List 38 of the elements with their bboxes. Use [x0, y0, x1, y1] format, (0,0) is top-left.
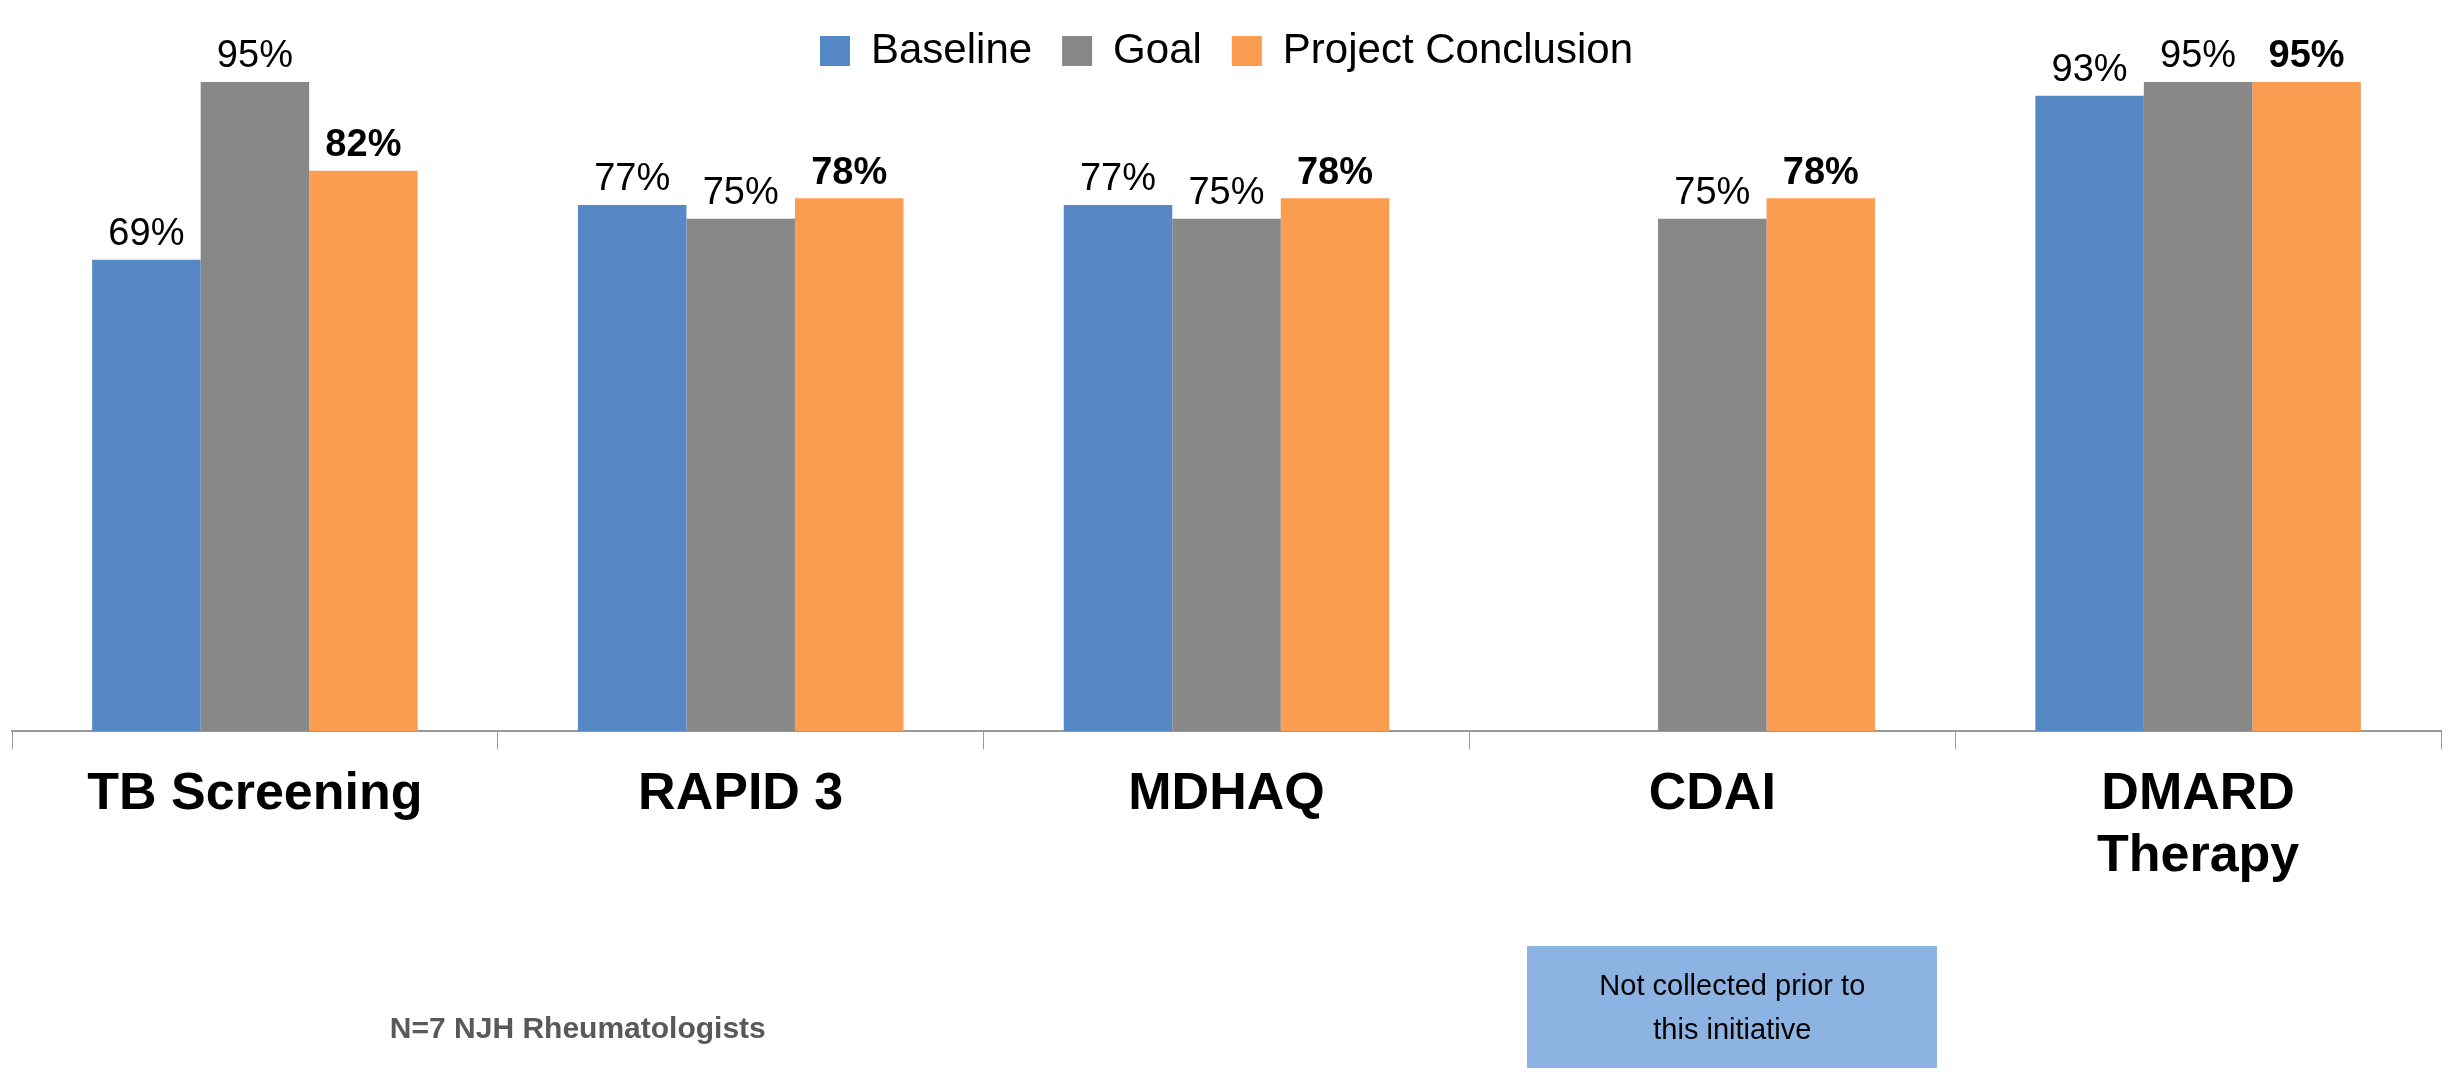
bar	[309, 170, 418, 732]
x-tick-label: RAPID 3	[638, 761, 844, 820]
data-label: 95%	[216, 33, 293, 76]
data-label: 95%	[2268, 33, 2345, 76]
bar	[577, 205, 687, 732]
data-label: 75%	[702, 170, 779, 213]
bar	[2035, 95, 2144, 732]
bar	[686, 218, 795, 732]
x-tick-label: CDAI	[1648, 761, 1776, 820]
bar	[2143, 82, 2253, 732]
x-tick-label: TB Screening	[87, 761, 423, 820]
data-label: 75%	[1188, 170, 1265, 213]
data-label: 75%	[1674, 170, 1751, 213]
legend-label: Goal	[1113, 24, 1202, 72]
data-label: 77%	[1079, 156, 1157, 199]
data-label: 82%	[325, 122, 402, 165]
data-label: 78%	[1782, 149, 1859, 192]
note-box: Not collected prior to this initiative	[1527, 946, 1938, 1068]
bar	[92, 259, 201, 732]
text: N=7 NJH Rheumatologists	[389, 1011, 766, 1045]
legend-label: Project Conclusion	[1282, 24, 1633, 72]
bar	[1766, 198, 1876, 732]
data-label: 78%	[1296, 149, 1374, 192]
x-tick-label: DMARD Therapy	[2096, 761, 2300, 883]
bar	[1658, 218, 1767, 732]
bar	[200, 82, 310, 732]
data-label: 93%	[2051, 47, 2128, 90]
bar	[794, 198, 904, 732]
data-label: 69%	[108, 211, 185, 254]
x-tick-label: MDHAQ	[1128, 761, 1325, 820]
legend-label: Baseline	[871, 24, 1033, 72]
data-label: 77%	[594, 156, 671, 199]
data-label: 95%	[2160, 33, 2237, 76]
bar	[1172, 218, 1281, 732]
bar	[1063, 205, 1173, 732]
bar	[1280, 198, 1390, 732]
data-label: 78%	[811, 149, 888, 192]
bar	[2252, 82, 2361, 732]
